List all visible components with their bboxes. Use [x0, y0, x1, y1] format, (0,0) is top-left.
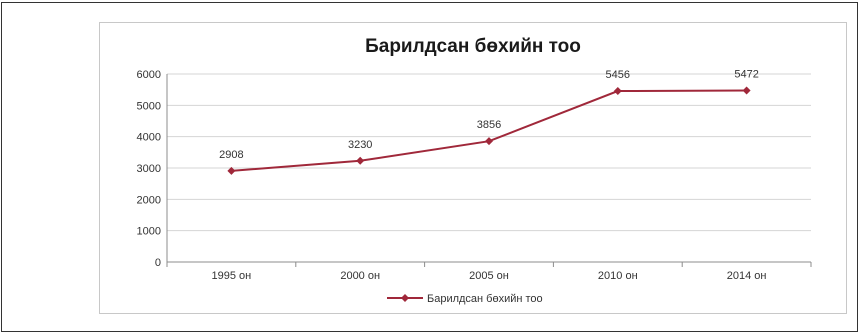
x-tick-label: 2014 он: [727, 270, 767, 282]
data-point-marker: [227, 166, 236, 175]
y-tick-label: 0: [155, 257, 161, 269]
legend-label: Барилдсан бөхийн тоо: [427, 293, 543, 305]
x-tick-label: 2000 он: [340, 270, 380, 282]
axis-layer: 0 1000 2000 3000 4000 5000 6000 1995 он 2000 он 2…: [137, 69, 812, 282]
y-tick-label: 6000: [137, 69, 161, 81]
data-point-marker: [742, 86, 751, 95]
data-label: 5456: [606, 69, 630, 81]
data-point-marker: [356, 156, 365, 165]
x-tick-label: 2005 он: [469, 270, 509, 282]
y-tick-label: 4000: [137, 132, 161, 144]
data-label: 5472: [734, 69, 758, 81]
data-label: 3856: [477, 119, 501, 131]
data-label-layer: 2908 3230 3856 5456 5472: [219, 69, 759, 161]
legend-diamond-marker: [401, 294, 409, 302]
y-tick-label: 3000: [137, 163, 161, 175]
x-tick-label: 2010 он: [598, 270, 638, 282]
grid-layer: [167, 73, 811, 232]
y-tick-label: 1000: [137, 226, 161, 238]
x-tick-label: 1995 он: [212, 270, 252, 282]
data-point-marker: [613, 87, 622, 96]
data-point-marker: [485, 137, 493, 146]
data-label: 3230: [348, 139, 372, 151]
y-tick-label: 2000: [137, 194, 161, 206]
chart-area: Барилдсан бөхийн тоо 0 1000 2000 3000 4000 50…: [99, 22, 847, 314]
data-label: 2908: [219, 149, 243, 161]
series-layer: [227, 86, 751, 175]
legend: Барилдсан бөхийн тоо: [387, 293, 543, 305]
chart-title: Барилдсан бөхийн тоо: [365, 36, 581, 57]
y-tick-label: 5000: [137, 100, 161, 112]
line-chart: Барилдсан бөхийн тоо 0 1000 2000 3000 4000 50…: [137, 36, 812, 305]
